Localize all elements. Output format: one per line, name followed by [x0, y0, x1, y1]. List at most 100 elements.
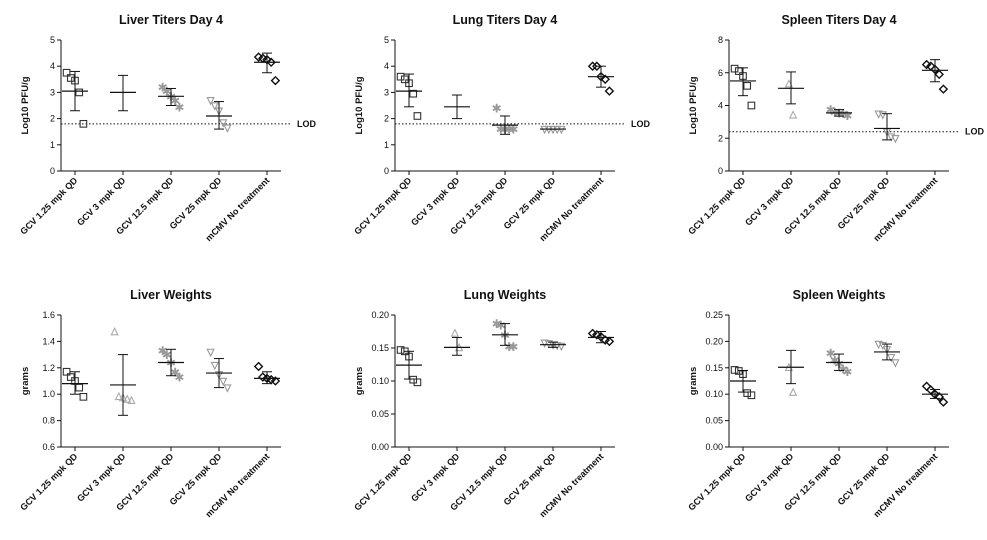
data-group: ✱✱✱✱✱ — [492, 102, 519, 137]
data-point: ✱ — [830, 353, 840, 367]
data-point — [79, 392, 88, 401]
chart-panel: Lung Titers Day 4 0 1 2 3 4 5 Log10 PFU/g LOD GCV… — [352, 13, 650, 243]
data-point: ✱ — [504, 340, 514, 354]
data-point — [127, 395, 136, 405]
data-group — [253, 361, 281, 386]
chart-panel: Spleen Weights 0.00 0.05 0.10 0.15 0.20 0.25 gr… — [686, 288, 949, 519]
data-group — [110, 74, 136, 112]
data-point — [734, 67, 743, 75]
data-group: ✱✱✱✱✱ — [158, 344, 185, 384]
x-tick-label: GCV 3 mpk QD — [743, 175, 796, 228]
data-point — [123, 394, 132, 403]
y-tick-label: 1 — [384, 140, 389, 150]
x-tick-label: GCV 3 mpk QD — [409, 175, 462, 228]
data-group — [444, 328, 470, 356]
chart-title: Lung Weights — [464, 288, 546, 302]
chart-panel: Liver Titers Day 4 0 1 2 3 4 5 Log10 PFU/g LOD GC… — [18, 13, 316, 243]
lod-label: LOD — [297, 119, 316, 129]
y-tick-label: 8 — [718, 35, 723, 45]
data-point — [887, 353, 896, 363]
y-tick-label: 2 — [718, 133, 723, 143]
y-tick-label: 0.05 — [371, 409, 389, 419]
y-tick-label: 4 — [718, 101, 723, 111]
data-group — [921, 381, 949, 407]
data-group — [540, 125, 566, 135]
lod-label: LOD — [631, 119, 650, 129]
data-point — [592, 61, 602, 71]
data-group — [444, 94, 470, 120]
y-tick-label: 0 — [718, 166, 723, 176]
data-group — [206, 97, 232, 133]
data-group — [396, 346, 422, 387]
data-point — [938, 397, 949, 407]
data-point — [557, 342, 566, 352]
x-tick-label: GCV 1.25 mpk QD — [352, 451, 414, 513]
data-point — [747, 391, 756, 400]
x-tick-label: GCV 1.25 mpk QD — [686, 451, 748, 513]
y-axis-label: grams — [20, 367, 31, 396]
data-point: ✱ — [492, 102, 502, 116]
data-point — [934, 69, 944, 80]
data-point: ✱ — [838, 107, 848, 121]
data-point: ✱ — [492, 317, 502, 331]
data-point — [66, 74, 75, 82]
y-tick-label: 0.10 — [371, 376, 389, 386]
data-point — [788, 387, 798, 396]
data-point: ✱ — [162, 348, 172, 362]
y-axis-label: grams — [688, 367, 699, 396]
data-point: ✱ — [174, 100, 184, 114]
data-group: ✱✱✱✱✱ — [826, 347, 853, 379]
y-tick-label: 1.6 — [42, 310, 55, 320]
data-point — [413, 112, 422, 120]
data-point: ✱ — [496, 318, 506, 332]
chart-title: Liver Titers Day 4 — [119, 13, 223, 27]
y-axis-label: Log10 PFU/g — [354, 76, 365, 134]
data-point: ✱ — [838, 362, 848, 376]
data-point — [938, 84, 949, 94]
data-point: ✱ — [508, 340, 518, 354]
x-tick-label: GCV 3 mpk QD — [743, 451, 796, 504]
data-group — [587, 61, 615, 96]
data-point — [743, 389, 752, 397]
data-point — [921, 381, 932, 392]
y-tick-label: 0 — [384, 166, 389, 176]
y-axis-label: grams — [354, 367, 365, 396]
y-tick-label: 2 — [384, 114, 389, 124]
data-point — [219, 119, 228, 128]
data-point: ✱ — [504, 123, 514, 137]
x-tick-label: GCV 25 mpk QD — [502, 451, 558, 507]
data-point — [878, 341, 887, 351]
y-tick-label: 0.10 — [705, 389, 723, 399]
data-group: ✱✱✱✱✱ — [492, 317, 519, 354]
data-point — [266, 57, 276, 68]
data-point — [604, 336, 615, 347]
y-tick-label: 0.05 — [705, 416, 723, 426]
data-point — [114, 391, 123, 401]
y-tick-label: 0 — [50, 166, 55, 176]
data-point — [413, 378, 422, 387]
y-tick-label: 0.8 — [42, 416, 55, 426]
data-group — [587, 328, 615, 347]
data-point — [210, 361, 219, 371]
data-point — [223, 384, 232, 393]
data-point: ✱ — [842, 109, 852, 123]
data-point — [79, 119, 88, 128]
lod-label: LOD — [965, 127, 984, 137]
data-point — [934, 392, 944, 402]
data-point — [396, 72, 405, 81]
data-point: ✱ — [508, 123, 518, 137]
y-tick-label: 1 — [50, 140, 55, 150]
data-point — [878, 111, 887, 120]
x-tick-label: GCV 3 mpk QD — [75, 175, 128, 228]
x-tick-label: GCV 25 mpk QD — [168, 175, 224, 231]
data-point — [75, 88, 84, 97]
data-point — [219, 377, 228, 387]
data-point — [747, 101, 756, 110]
data-group — [778, 71, 804, 119]
data-group — [253, 52, 281, 86]
data-point — [743, 82, 752, 90]
data-group — [778, 349, 804, 396]
chart-title: Spleen Weights — [793, 288, 886, 302]
y-axis-label: Log10 PFU/g — [20, 76, 31, 134]
